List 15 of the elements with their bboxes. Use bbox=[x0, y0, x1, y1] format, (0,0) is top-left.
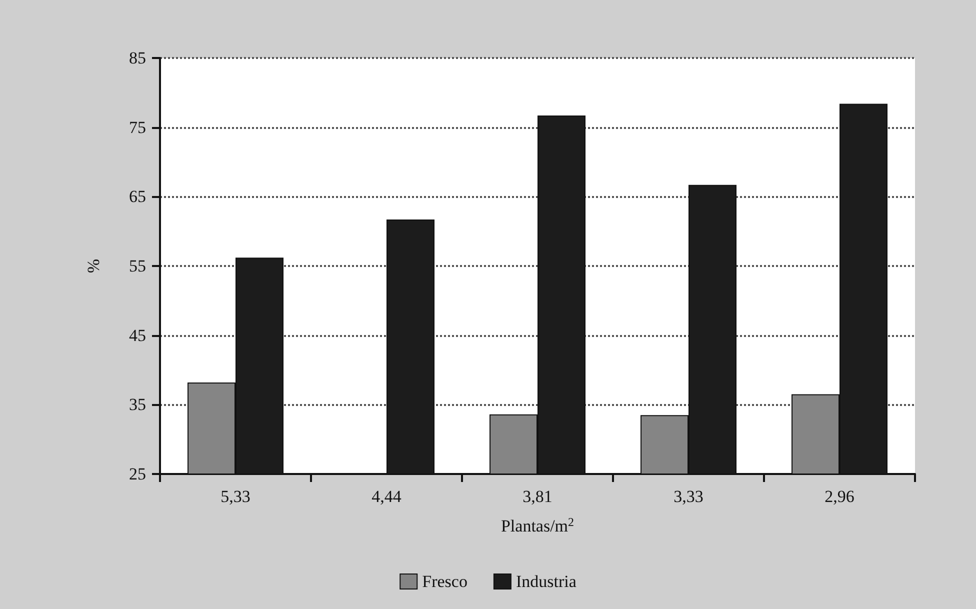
y-tick-label: 35 bbox=[129, 395, 146, 414]
x-tick-label: 3,33 bbox=[674, 487, 704, 506]
y-tick-label: 25 bbox=[129, 464, 146, 484]
y-tick-label: 75 bbox=[129, 118, 146, 137]
y-axis-title: % bbox=[84, 258, 103, 274]
x-tick-label: 3,81 bbox=[522, 487, 552, 506]
x-tick-label: 4,44 bbox=[372, 487, 402, 506]
x-tick-label: 5,33 bbox=[220, 487, 250, 506]
legend-label: Industria bbox=[516, 572, 577, 591]
y-tick-label: 55 bbox=[129, 256, 146, 276]
y-tick-label: 65 bbox=[129, 187, 146, 206]
legend-label: Fresco bbox=[422, 572, 468, 591]
y-tick-label: 45 bbox=[129, 326, 146, 345]
y-tick-label: 85 bbox=[129, 48, 146, 68]
x-tick-label: 2,96 bbox=[824, 487, 854, 506]
